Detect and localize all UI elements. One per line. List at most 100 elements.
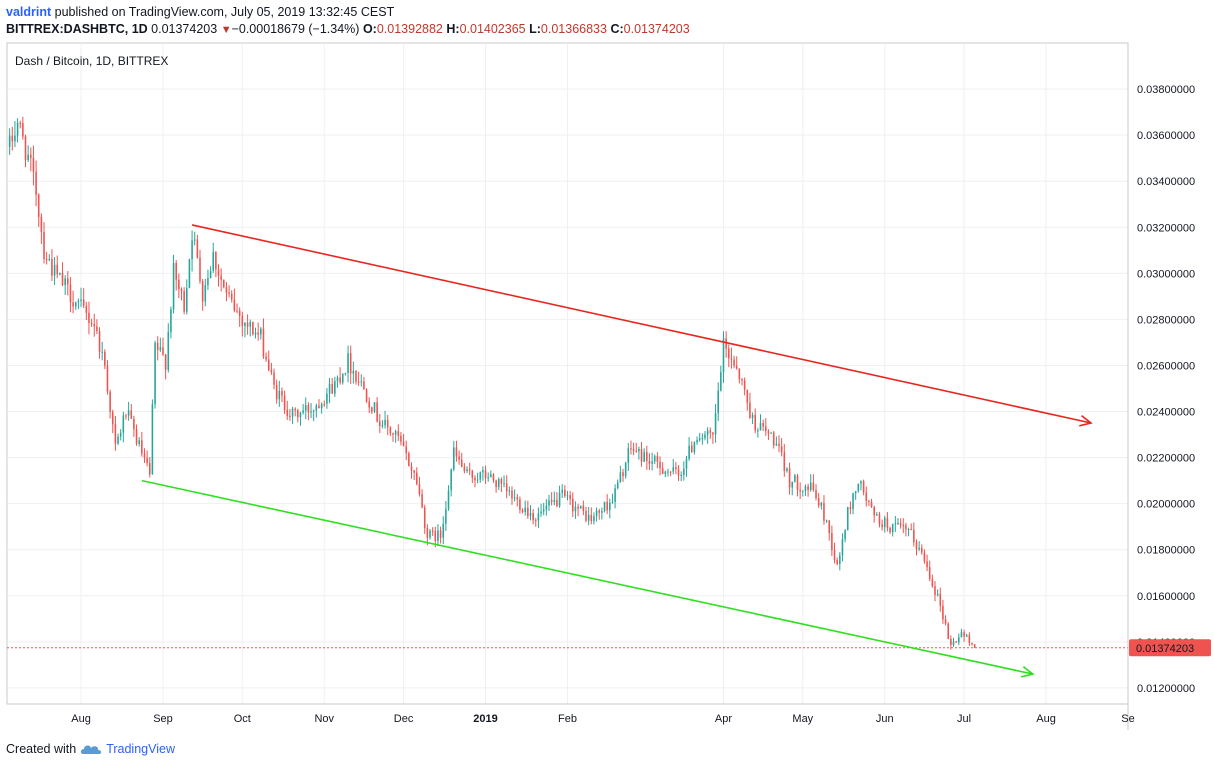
candle-body xyxy=(564,489,566,497)
candle-body xyxy=(920,547,923,553)
candle-body xyxy=(939,593,942,606)
candle-body xyxy=(508,490,511,492)
candle-body xyxy=(651,461,653,464)
candle-body xyxy=(857,483,860,492)
candle-body xyxy=(429,530,431,538)
candle-body xyxy=(334,381,336,394)
candle-body xyxy=(111,411,114,425)
candle-body xyxy=(534,520,537,522)
candle-body xyxy=(889,527,891,533)
candle-body xyxy=(421,494,423,508)
resistance-trendline[interactable] xyxy=(191,224,1092,424)
candle-body xyxy=(275,384,278,400)
candle-body xyxy=(225,287,228,293)
candle-body xyxy=(796,475,799,491)
candle-body xyxy=(397,431,400,436)
candle-body xyxy=(286,409,289,417)
candle-body xyxy=(230,293,233,300)
candle-body xyxy=(315,405,318,411)
candle-body xyxy=(495,480,497,488)
candle-body xyxy=(587,514,590,521)
candle-body xyxy=(878,514,881,525)
candle-body xyxy=(971,642,973,645)
candle-body xyxy=(389,427,392,434)
candle-body xyxy=(188,259,191,288)
candle-body xyxy=(270,369,273,373)
candle-body xyxy=(632,449,635,451)
symbol-label[interactable]: BITTREX:DASHBTC, 1D xyxy=(6,22,148,36)
candle-body xyxy=(960,632,963,638)
candle-body xyxy=(154,342,156,405)
candle-body xyxy=(360,381,363,383)
candle-body xyxy=(881,524,883,528)
candle-body xyxy=(561,489,564,493)
candle-body xyxy=(770,432,772,434)
candle-body xyxy=(852,493,854,510)
trendlines-layer[interactable] xyxy=(141,224,1093,678)
candle-body xyxy=(746,389,749,403)
candles-layer xyxy=(8,116,976,650)
candle-body xyxy=(809,482,812,490)
candle-body xyxy=(566,495,569,497)
candle-body xyxy=(376,402,378,422)
candle-body xyxy=(249,321,252,327)
candle-body xyxy=(836,559,838,565)
candle-body xyxy=(706,430,709,435)
candle-body xyxy=(114,424,117,444)
candle-body xyxy=(664,471,667,475)
candle-body xyxy=(302,410,304,413)
candle-body xyxy=(133,418,135,430)
candle-body xyxy=(577,506,579,509)
candle-body xyxy=(416,472,418,484)
candle-body xyxy=(643,452,645,462)
candle-body xyxy=(468,469,471,471)
candle-body xyxy=(394,431,397,435)
candle-body xyxy=(540,511,542,514)
y-tick-label: 0.02800000 xyxy=(1137,314,1195,326)
candle-body xyxy=(191,240,193,260)
candle-body xyxy=(215,251,217,270)
candle-body xyxy=(772,432,775,446)
candle-body xyxy=(849,507,852,510)
candle-body xyxy=(743,380,746,390)
candle-body xyxy=(339,377,341,383)
candle-body xyxy=(37,194,40,217)
candle-body xyxy=(445,508,447,524)
candle-body xyxy=(675,467,677,470)
support-trendline[interactable] xyxy=(141,479,1033,675)
candle-body xyxy=(392,433,394,435)
author-link[interactable]: valdrint xyxy=(6,5,52,19)
candle-body xyxy=(265,356,267,360)
candle-body xyxy=(899,522,902,526)
candle-body xyxy=(318,405,320,409)
x-tick-label: Jun xyxy=(876,713,894,725)
x-axis[interactable]: Aug Sep Oct Nov Dec 2019 Feb Apr May Jun Jul Aug Se xyxy=(71,713,1134,725)
candle-body xyxy=(698,438,701,441)
candle-body xyxy=(815,490,817,499)
candle-body xyxy=(437,530,439,541)
candle-body xyxy=(585,511,587,521)
candle-body xyxy=(915,542,918,550)
y-tick-label: 0.03800000 xyxy=(1137,84,1195,96)
candle-body xyxy=(934,586,936,595)
candle-body xyxy=(482,470,484,473)
candle-body xyxy=(653,456,656,462)
tradingview-brand-link[interactable]: TradingView xyxy=(106,742,175,756)
y-axis[interactable]: 0.03800000 0.03600000 0.03400000 0.03200000… xyxy=(1137,84,1195,695)
candle-body xyxy=(490,474,492,478)
candle-body xyxy=(783,452,786,472)
candle-body xyxy=(172,262,175,310)
candle-body xyxy=(82,299,85,306)
candle-body xyxy=(947,623,950,639)
candle-body xyxy=(709,430,712,433)
candle-body xyxy=(873,507,875,516)
candle-body xyxy=(860,481,862,484)
candle-body xyxy=(77,301,80,303)
candle-body xyxy=(897,522,899,524)
candle-body xyxy=(138,440,140,444)
candle-body xyxy=(693,442,696,453)
candle-body xyxy=(40,216,43,232)
candle-body xyxy=(413,470,415,473)
candle-body xyxy=(381,425,384,427)
